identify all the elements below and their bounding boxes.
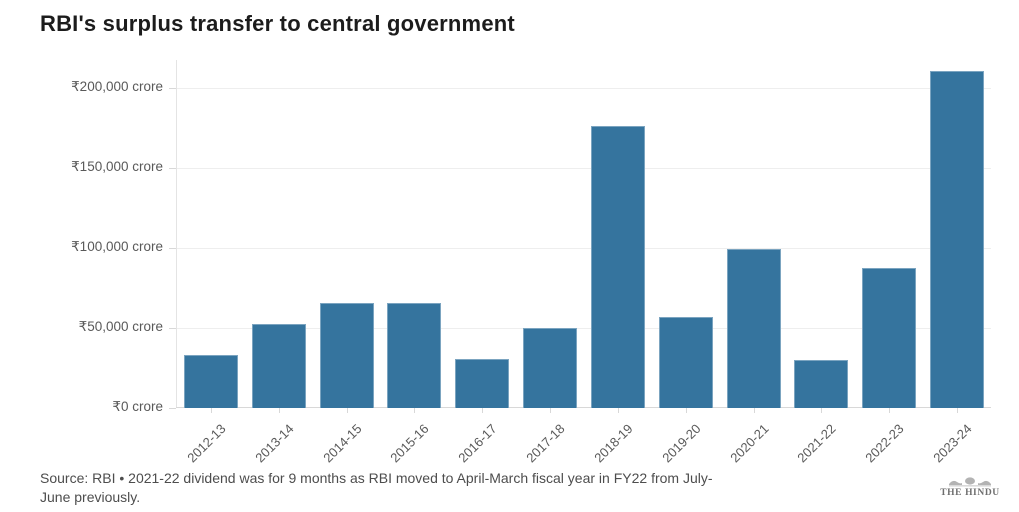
- source-note-line-1: Source: RBI • 2021-22 dividend was for 9…: [40, 470, 713, 486]
- hindu-emblem-icon: [949, 477, 991, 487]
- x-axis-tick: [550, 408, 552, 413]
- bar-2022-23: [862, 268, 917, 408]
- y-axis-tick: [169, 328, 176, 329]
- x-axis-labels: 2012-13 2013-14 2014-15 2015-16 2016-17 2017-…: [176, 408, 990, 478]
- publisher-name: THE HINDU: [940, 488, 1000, 498]
- y-axis-tick: [169, 168, 176, 169]
- publisher-logo: THE HINDU: [933, 476, 1007, 498]
- y-axis-label: ₹100,000 crore: [71, 239, 163, 254]
- x-axis-tick: [414, 408, 416, 413]
- x-axis-tick: [753, 408, 755, 413]
- source-note: Source: RBI • 2021-22 dividend was for 9…: [40, 469, 920, 508]
- gridline: [177, 248, 991, 249]
- bar-2019-20: [658, 316, 713, 408]
- x-axis-tick: [889, 408, 891, 413]
- y-axis-tick: [169, 88, 176, 89]
- x-axis-line: [176, 407, 991, 408]
- bar-2018-19: [590, 126, 645, 408]
- bar-2016-17: [455, 358, 510, 408]
- x-axis-tick: [957, 408, 959, 413]
- x-axis-tick: [482, 408, 484, 413]
- x-axis-tick: [685, 408, 687, 413]
- x-axis-tick: [210, 408, 212, 413]
- bar-2021-22: [794, 359, 849, 408]
- gridline: [177, 328, 991, 329]
- x-axis-tick: [821, 408, 823, 413]
- bar-2015-16: [387, 302, 442, 408]
- gridline: [177, 168, 991, 169]
- x-axis-tick: [617, 408, 619, 413]
- y-axis-label: ₹200,000 crore: [71, 79, 163, 94]
- y-axis-label: ₹0 crore: [112, 399, 163, 414]
- chart-title: RBI's surplus transfer to central govern…: [40, 11, 515, 36]
- gridline: [177, 88, 991, 89]
- bar-2012-13: [183, 355, 238, 408]
- bar-2017-18: [523, 328, 578, 408]
- bar-2023-24: [930, 70, 985, 408]
- y-axis-tick: [169, 248, 176, 249]
- plot-area: [169, 60, 991, 413]
- bar-2020-21: [726, 249, 781, 408]
- bar-2013-14: [251, 323, 306, 408]
- y-axis-tick: [169, 408, 176, 409]
- y-axis-labels: ₹0 crore ₹50,000 crore ₹100,000 crore ₹150,…: [0, 60, 163, 414]
- x-axis-tick: [278, 408, 280, 413]
- y-axis-label: ₹50,000 crore: [78, 319, 163, 334]
- x-axis-tick: [346, 408, 348, 413]
- y-axis-label: ₹150,000 crore: [71, 159, 163, 174]
- bar-2014-15: [319, 302, 374, 408]
- source-note-line-2: June previously.: [40, 489, 141, 506]
